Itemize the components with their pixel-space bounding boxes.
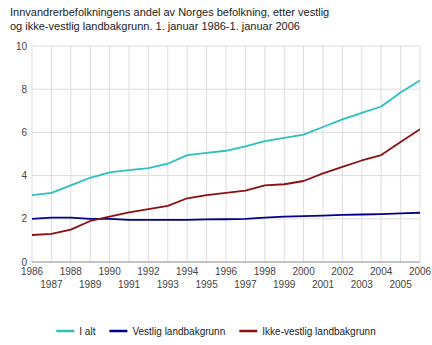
x-tick-label: 2000 [292, 266, 315, 277]
x-grid-line [361, 46, 362, 262]
x-grid-line [342, 46, 343, 262]
x-tick-label: 1997 [234, 279, 257, 290]
y-grid-line [32, 262, 420, 263]
x-tick-label: 1991 [118, 279, 141, 290]
x-tick-label: 2001 [312, 279, 335, 290]
x-tick-label: 1987 [40, 279, 63, 290]
series-line [32, 129, 420, 235]
x-tick-label: 1990 [98, 266, 121, 277]
x-grid-line [167, 46, 168, 262]
legend-swatch [239, 330, 257, 333]
series-line [32, 81, 420, 195]
x-grid-line [400, 46, 401, 262]
x-tick-label: 1995 [195, 279, 218, 290]
x-tick-label: 1986 [21, 266, 44, 277]
y-tick-label: 8 [21, 84, 27, 95]
legend: I alt Vestlig landbakgrunn Ikke-vestlig la… [56, 326, 375, 337]
title: Innvandrerbefolkningens andel av Norges … [10, 6, 329, 32]
x-grid-line [323, 46, 324, 262]
y-tick-label: 2 [21, 213, 27, 224]
x-grid-line [226, 46, 227, 262]
legend-label: I alt [79, 326, 95, 337]
x-grid-line [109, 46, 110, 262]
x-grid-line [264, 46, 265, 262]
axes: 0246810198619871988198919901991199219931… [16, 41, 432, 291]
series-line [32, 213, 420, 220]
y-tick-label: 6 [21, 127, 27, 138]
x-tick-label: 2006 [409, 266, 432, 277]
x-grid-line [187, 46, 188, 262]
x-tick-label: 1992 [137, 266, 160, 277]
x-tick-label: 1994 [176, 266, 199, 277]
grid [32, 46, 420, 262]
x-tick-label: 1993 [157, 279, 180, 290]
x-grid-line [284, 46, 285, 262]
x-axis-line [32, 262, 420, 263]
chart: Innvandrerbefolkningens andel av Norges … [0, 0, 432, 345]
x-tick-label: 2005 [389, 279, 412, 290]
lines [32, 81, 420, 235]
legend-item: I alt [56, 326, 95, 337]
x-tick-label: 2004 [370, 266, 393, 277]
y-tick-label: 4 [21, 170, 27, 181]
x-grid-line [32, 46, 33, 262]
legend-swatch [109, 330, 127, 333]
legend-item: Vestlig landbakgrunn [109, 326, 225, 337]
legend-swatch [56, 330, 74, 333]
x-tick-label: 1988 [60, 266, 83, 277]
x-grid-line [51, 46, 52, 262]
legend-label: Vestlig landbakgrunn [132, 326, 225, 337]
x-grid-line [90, 46, 91, 262]
legend-label: Ikke-vestlig landbakgrunn [262, 326, 375, 337]
x-tick-label: 1998 [254, 266, 277, 277]
y-tick-label: 10 [16, 41, 28, 52]
x-tick-label: 1989 [79, 279, 102, 290]
x-grid-line [206, 46, 207, 262]
x-tick-label: 2003 [351, 279, 374, 290]
x-grid-line [245, 46, 246, 262]
x-grid-line [303, 46, 304, 262]
x-grid-line [148, 46, 149, 262]
x-tick-label: 2002 [331, 266, 354, 277]
x-grid-line [420, 46, 421, 262]
x-grid-line [129, 46, 130, 262]
legend-item: Ikke-vestlig landbakgrunn [239, 326, 375, 337]
x-tick-label: 1996 [215, 266, 238, 277]
x-tick-label: 1999 [273, 279, 296, 290]
